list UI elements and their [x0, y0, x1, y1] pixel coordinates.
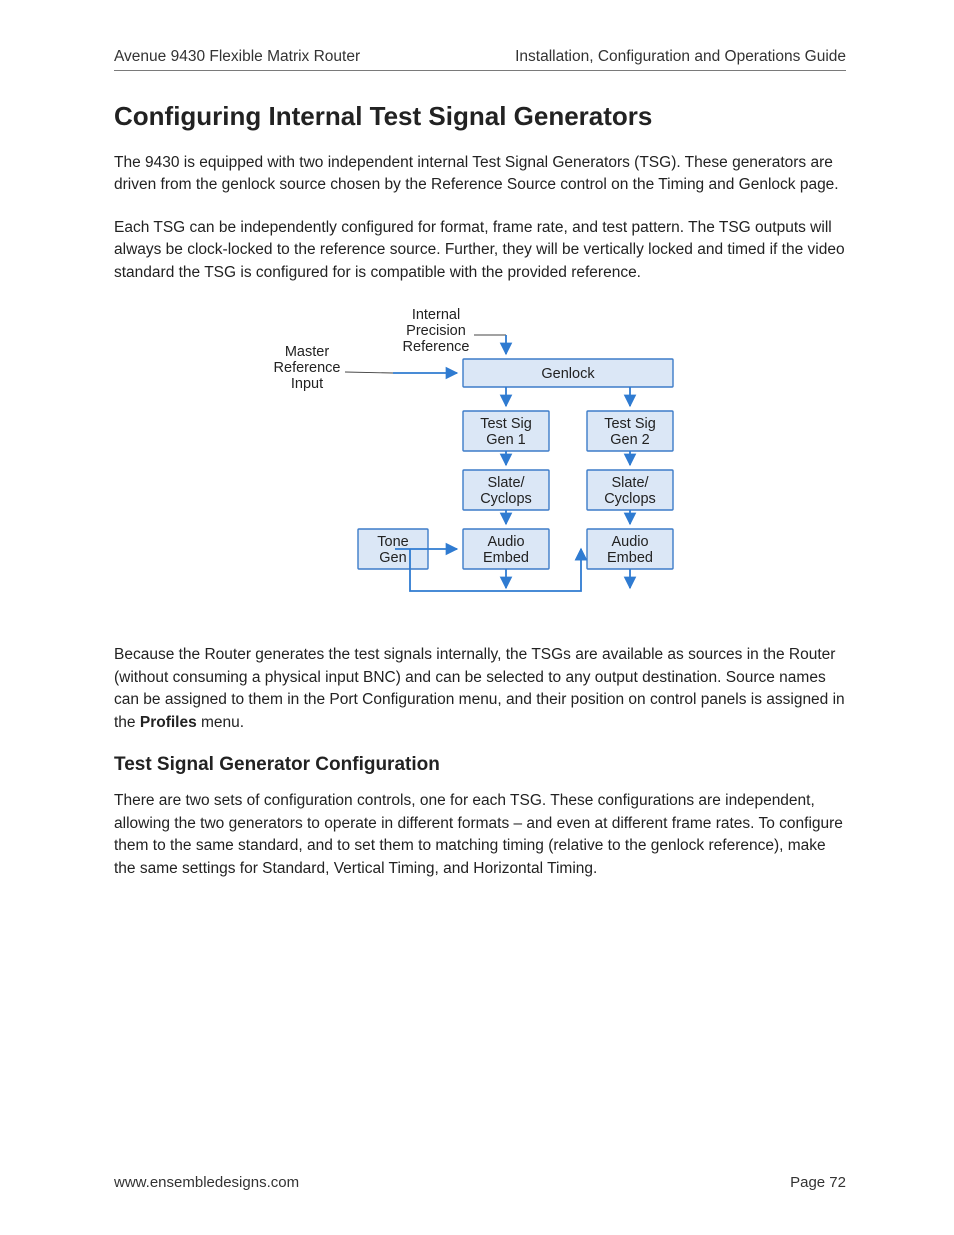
subsection-title: Test Signal Generator Configuration [114, 754, 846, 776]
diagram-connector-master [345, 372, 393, 373]
diagram-node-slate1-text: Slate/ [487, 475, 525, 491]
diagram-node-audio2-text: Audio [611, 534, 648, 550]
diagram-label-internal: Internal [412, 307, 460, 323]
diagram: InternalPrecisionReferenceMasterReferenc… [114, 304, 846, 604]
diagram-node-genlock-text: Genlock [541, 366, 595, 382]
para-3b: menu. [197, 714, 244, 731]
diagram-node-tone-text: Gen [379, 550, 406, 566]
subsection-para: There are two sets of configuration cont… [114, 790, 846, 880]
diagram-label-master: Master [285, 344, 329, 360]
flowchart-svg: InternalPrecisionReferenceMasterReferenc… [255, 304, 705, 604]
diagram-node-audio1-text: Embed [483, 550, 529, 566]
diagram-node-tone-text: Tone [377, 534, 408, 550]
para-1: The 9430 is equipped with two independen… [114, 152, 846, 197]
diagram-label-master: Input [291, 376, 323, 392]
footer-page: Page 72 [790, 1174, 846, 1191]
diagram-label-internal: Precision [406, 323, 466, 339]
diagram-node-audio1-text: Audio [487, 534, 524, 550]
diagram-label-internal: Reference [403, 339, 470, 355]
footer-url: www.ensembledesigns.com [114, 1174, 299, 1191]
header-left: Avenue 9430 Flexible Matrix Router [114, 48, 360, 66]
para-3-bold: Profiles [140, 714, 197, 731]
diagram-node-slate2-text: Slate/ [611, 475, 649, 491]
para-3: Because the Router generates the test si… [114, 644, 846, 734]
diagram-node-tsg1-text: Gen 1 [486, 432, 526, 448]
diagram-node-slate2-text: Cyclops [604, 491, 656, 507]
page-title: Configuring Internal Test Signal Generat… [114, 101, 846, 132]
diagram-node-tsg2-text: Gen 2 [610, 432, 650, 448]
diagram-node-tsg1-text: Test Sig [480, 416, 532, 432]
diagram-node-slate1-text: Cyclops [480, 491, 532, 507]
header-rule [114, 70, 846, 71]
diagram-node-tsg2-text: Test Sig [604, 416, 656, 432]
header-right: Installation, Configuration and Operatio… [515, 48, 846, 66]
diagram-node-audio2-text: Embed [607, 550, 653, 566]
diagram-label-master: Reference [274, 360, 341, 376]
para-2: Each TSG can be independently configured… [114, 217, 846, 284]
